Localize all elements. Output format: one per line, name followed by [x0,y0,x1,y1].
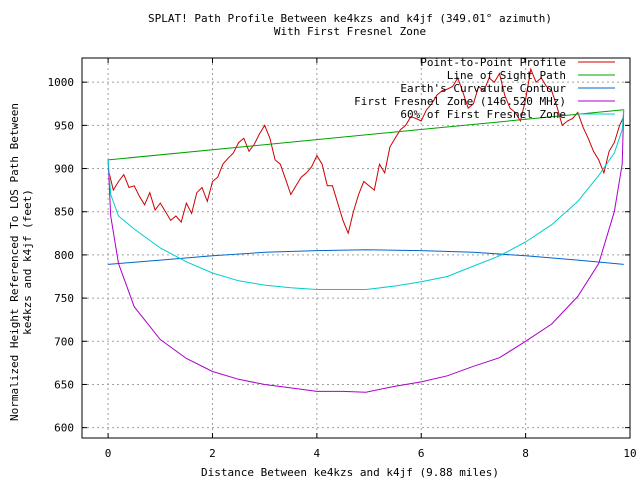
y-tick-label: 1000 [48,76,75,89]
y-axis-label-line1: Normalized Height Referenced To LOS Path… [8,103,21,421]
legend-label-60-of-first-fresnel-zone: 60% of First Fresnel Zone [400,108,566,121]
series-layer [107,67,625,393]
legend-label-first-fresnel-zone-146-520-mhz: First Fresnel Zone (146.520 MHz) [354,95,566,108]
x-tick-label: 6 [418,447,425,460]
chart-subtitle: With First Fresnel Zone [274,25,426,38]
y-tick-label: 650 [54,378,74,391]
legend-label-point-to-point-profile: Point-to-Point Profile [420,56,566,69]
series-line-point-to-point-profile [107,67,625,235]
y-tick-label: 800 [54,249,74,262]
x-tick-label: 4 [314,447,321,460]
legend-label-earth-s-curvature-contour: Earth's Curvature Contour [400,82,566,95]
grid-lines [82,58,631,438]
x-axis-label: Distance Between ke4kzs and k4jf (9.88 m… [201,466,499,479]
y-tick-label: 850 [54,206,74,219]
y-tick-label: 950 [54,119,74,132]
x-tick-label: 10 [623,447,636,460]
y-tick-label: 700 [54,335,74,348]
series-line-line-of-sight-path [108,109,624,161]
series-line-first-fresnel-zone-146-520-mhz [107,109,625,393]
legend-label-line-of-sight-path: Line of Sight Path [447,69,566,82]
y-tick-label: 750 [54,292,74,305]
y-tick-label: 600 [54,422,74,435]
x-tick-label: 8 [522,447,529,460]
plot-area-frame [81,57,631,439]
x-tick-label: 2 [209,447,216,460]
x-tick-label: 0 [105,447,112,460]
series-line-earth-s-curvature-contour [108,249,624,265]
chart-title: SPLAT! Path Profile Between ke4kzs and k… [148,12,552,25]
series-line-60-of-first-fresnel-zone [107,109,625,290]
y-tick-label: 900 [54,163,74,176]
y-axis-label-line2: ke4kzs and k4jf (feet) [21,189,34,335]
axis-ticks: 0 2 4 6 8 10 600 650 700 750 800 850 900 950 1000 [48,58,637,460]
